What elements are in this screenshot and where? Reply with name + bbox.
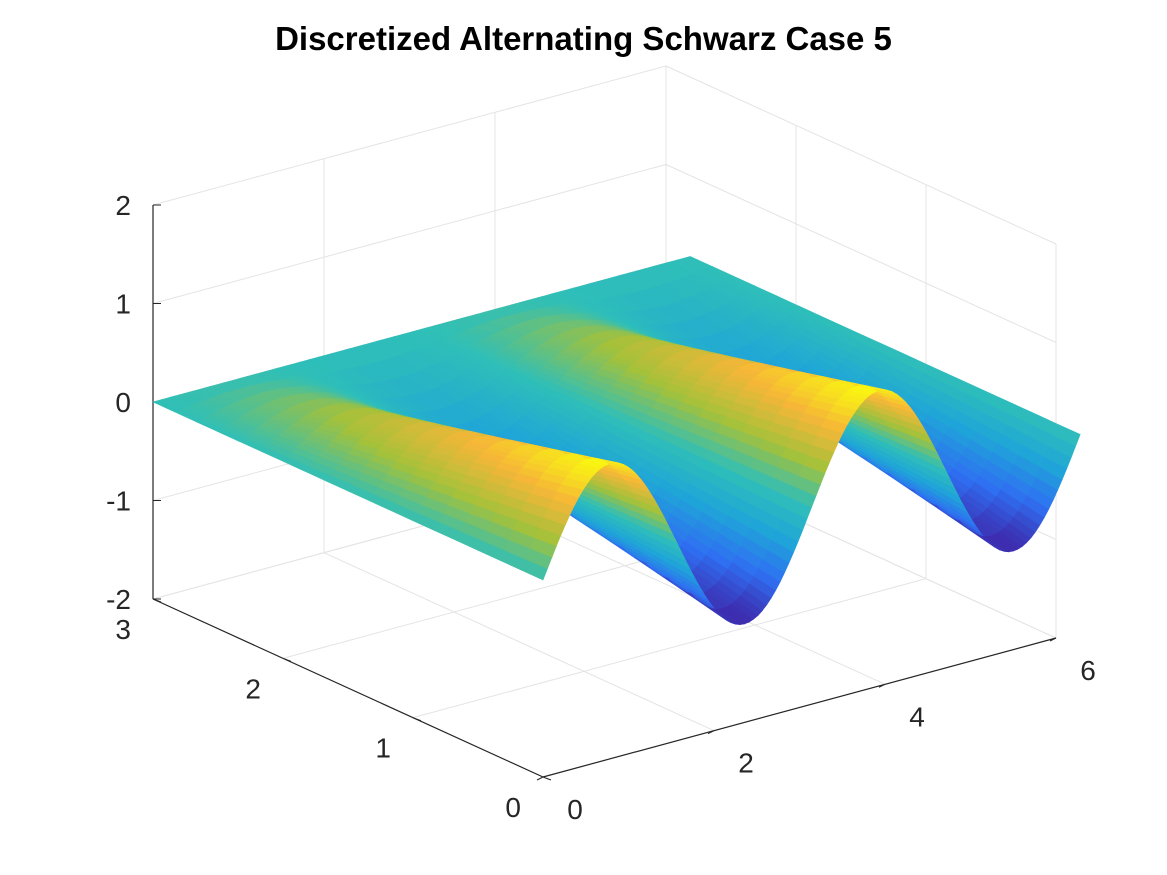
grid-line-x-floor [323, 552, 715, 732]
x-tick-mark [878, 683, 886, 688]
x-tick-mark [1049, 637, 1057, 642]
z-tick-label: 0 [115, 387, 131, 418]
y-tick-label: 3 [115, 614, 131, 645]
y-tick-mark [282, 657, 292, 662]
surface-plot [152, 256, 1081, 625]
axes [152, 204, 1057, 781]
y-tick-label: 0 [505, 792, 521, 823]
chart-title: Discretized Alternating Schwarz Case 5 [275, 20, 892, 57]
x-tick-mark [536, 776, 544, 781]
y-tick-label: 2 [245, 673, 261, 704]
x-tick-label: 0 [567, 794, 583, 825]
grid-line-z-side [665, 164, 1057, 343]
tick-labels: 0 2 4 6 0 1 2 3-2 -1 0 1 2 [106, 190, 1096, 825]
grid-line-z-back [152, 65, 667, 206]
surface-patch-2 [1053, 424, 1081, 447]
z-tick-label: -2 [106, 584, 131, 615]
x-tick-mark [707, 730, 715, 735]
grid-line-y-floor [412, 578, 927, 719]
y-axis-line [152, 598, 544, 778]
z-tick-label: -1 [106, 486, 131, 517]
y-tick-label: 1 [375, 733, 391, 764]
grid-line-z-back [152, 164, 667, 304]
z-tick-label: 2 [115, 190, 131, 221]
x-axis-line [542, 637, 1057, 778]
x-tick-label: 6 [1080, 655, 1096, 686]
x-tick-label: 2 [738, 748, 754, 779]
x-tick-label: 4 [909, 701, 925, 732]
y-tick-mark [412, 717, 422, 722]
z-tick-label: 1 [115, 289, 131, 320]
grid-line-z-side [665, 65, 1057, 245]
y-tick-mark [542, 776, 552, 781]
